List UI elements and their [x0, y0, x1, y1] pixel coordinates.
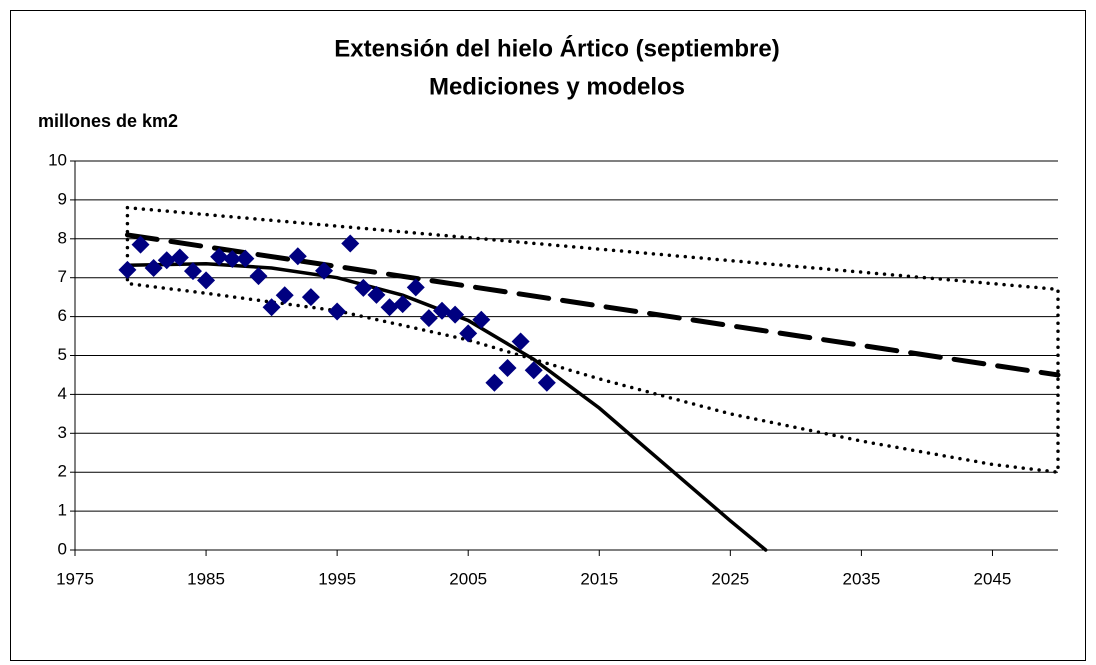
data-point [249, 267, 268, 286]
data-point [170, 248, 189, 267]
data-point [354, 278, 373, 297]
data-point [144, 258, 163, 277]
data-point [288, 247, 307, 266]
series-line [125, 205, 1060, 475]
y-tick-label: 2 [58, 462, 67, 481]
series-line [124, 232, 1061, 378]
y-tick-label: 4 [58, 384, 67, 403]
x-tick-label: 2005 [449, 569, 487, 588]
data-point [459, 324, 478, 343]
data-point [367, 285, 386, 304]
data-point [406, 278, 425, 297]
data-point [380, 298, 399, 317]
x-tick-label: 1975 [56, 569, 94, 588]
chart-frame [10, 10, 1086, 661]
series-line [125, 261, 768, 552]
data-point [118, 260, 137, 279]
data-point [315, 261, 334, 280]
data-point [446, 305, 465, 324]
data-point [197, 271, 216, 290]
data-point [328, 302, 347, 321]
y-tick-label: 6 [58, 306, 67, 325]
data-point [236, 249, 255, 268]
y-tick-label: 7 [58, 267, 67, 286]
data-point [524, 361, 543, 380]
data-point [432, 301, 451, 320]
data-point [157, 251, 176, 270]
x-tick-label: 2035 [842, 569, 880, 588]
data-point [341, 234, 360, 253]
y-axis-label: millones de km2 [38, 111, 178, 131]
data-point [485, 373, 504, 392]
data-point [537, 373, 556, 392]
y-tick-label: 5 [58, 345, 67, 364]
data-point [262, 298, 281, 317]
y-tick-label: 9 [58, 189, 67, 208]
x-tick-label: 2025 [711, 569, 749, 588]
y-tick-label: 0 [58, 539, 67, 558]
data-point [472, 310, 491, 329]
data-point [498, 358, 517, 377]
y-tick-label: 8 [58, 228, 67, 247]
data-point [223, 250, 242, 269]
data-point [183, 262, 202, 281]
data-point [210, 247, 229, 266]
y-tick-label: 3 [58, 423, 67, 442]
chart-subtitle: Mediciones y modelos [429, 73, 685, 100]
data-point [275, 286, 294, 305]
x-tick-label: 1985 [187, 569, 225, 588]
x-tick-label: 2045 [974, 569, 1012, 588]
y-tick-label: 10 [48, 150, 67, 169]
data-point [393, 295, 412, 314]
x-tick-label: 1995 [318, 569, 356, 588]
x-tick-label: 2015 [580, 569, 618, 588]
y-tick-label: 1 [58, 501, 67, 520]
chart-title: Extensión del hielo Ártico (septiembre) [334, 34, 779, 62]
data-point [131, 235, 150, 254]
data-point [419, 309, 438, 328]
data-point [301, 288, 320, 307]
data-point [511, 332, 530, 351]
